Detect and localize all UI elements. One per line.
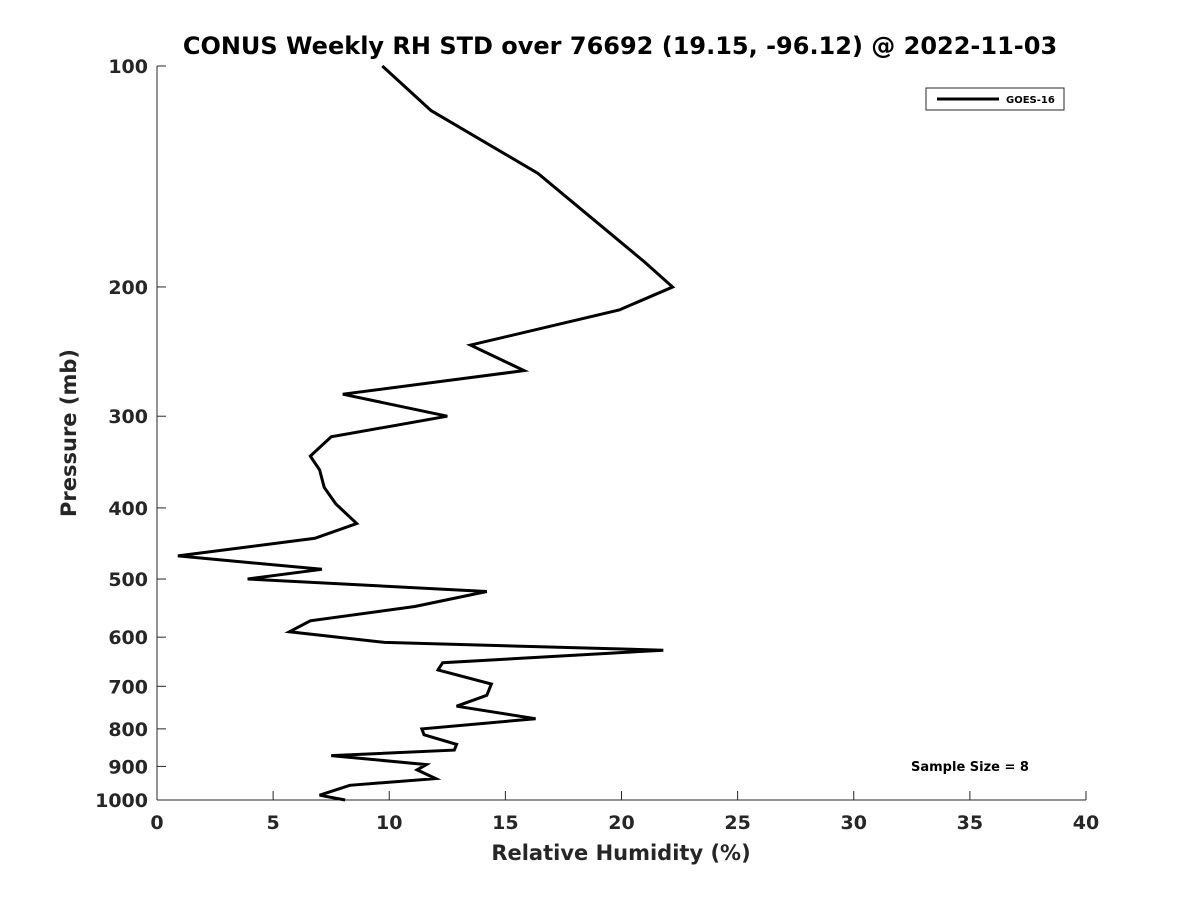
x-tick-label: 10 xyxy=(376,812,402,834)
y-tick-label: 600 xyxy=(108,627,148,649)
y-tick-label: 300 xyxy=(108,406,148,428)
x-tick-label: 0 xyxy=(150,812,163,834)
x-tick-label: 40 xyxy=(1073,812,1099,834)
x-tick-label: 30 xyxy=(841,812,867,834)
x-tick-label: 15 xyxy=(492,812,518,834)
y-tick-label: 200 xyxy=(108,277,148,299)
y-tick-label: 800 xyxy=(108,719,148,741)
legend: GOES-16 xyxy=(925,87,1065,111)
x-tick-label: 5 xyxy=(267,812,280,834)
y-tick-label: 400 xyxy=(108,498,148,520)
y-tick-label: 700 xyxy=(108,676,148,698)
sample-size-annotation: Sample Size = 8 xyxy=(911,760,1029,775)
y-tick-label: 1000 xyxy=(95,790,148,812)
x-axis-ticks: 0 5 10 15 20 25 30 35 40 xyxy=(150,791,1099,834)
chart-title: CONUS Weekly RH STD over 76692 (19.15, -… xyxy=(183,32,1057,60)
legend-entry-goes-16: GOES-16 xyxy=(1006,95,1055,106)
y-tick-label: 500 xyxy=(108,569,148,591)
x-axis-label: Relative Humidity (%) xyxy=(491,841,750,865)
series-line-goes-16 xyxy=(177,64,676,802)
y-tick-label: 100 xyxy=(108,56,148,78)
y-axis-label: Pressure (mb) xyxy=(57,349,81,517)
y-tick-label: 900 xyxy=(108,756,148,778)
x-tick-label: 35 xyxy=(957,812,983,834)
x-tick-label: 20 xyxy=(608,812,634,834)
y-axis-ticks: 100 200 300 400 500 600 700 800 900 1000 xyxy=(95,56,166,812)
x-tick-label: 25 xyxy=(724,812,750,834)
